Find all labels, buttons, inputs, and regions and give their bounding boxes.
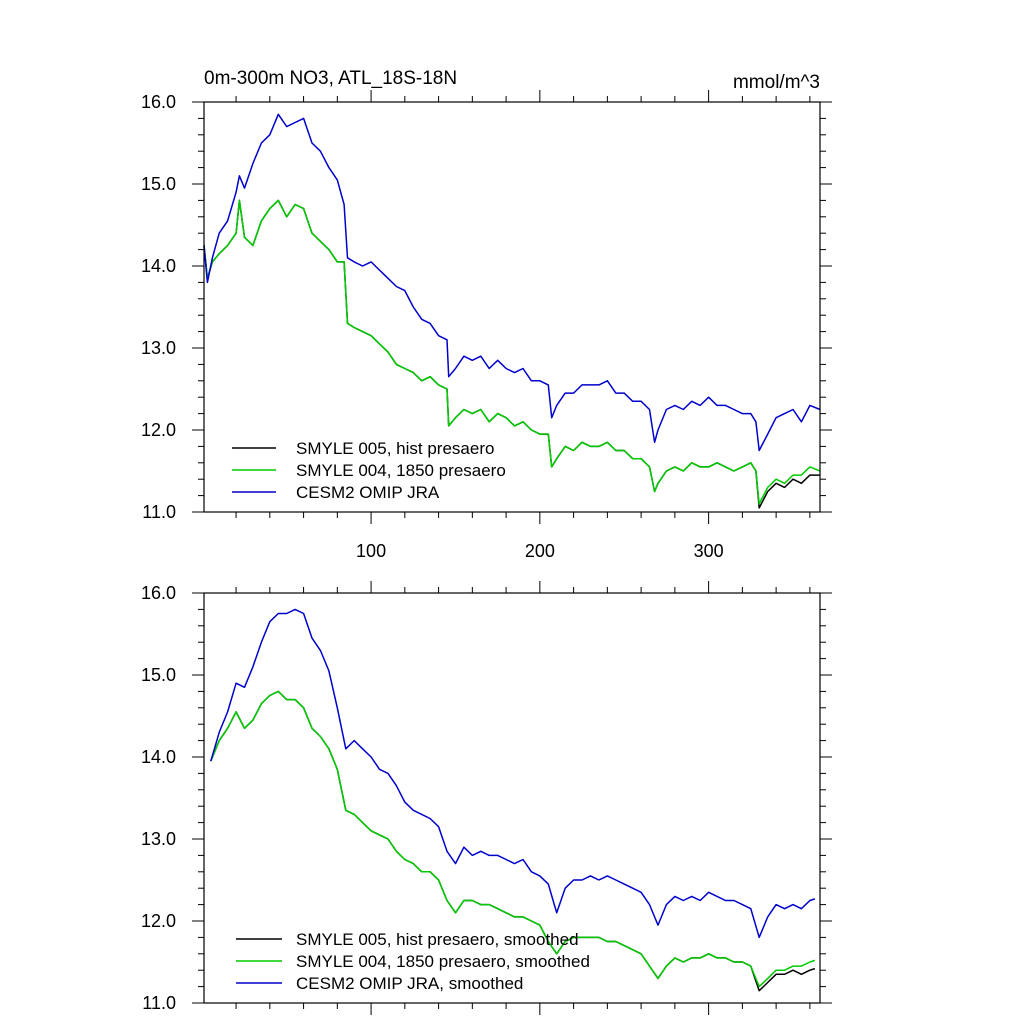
series-line-3 <box>210 608 816 939</box>
y-tick-label: 14.0 <box>141 747 176 767</box>
x-tick-label: 100 <box>356 541 386 561</box>
y-tick-label: 15.0 <box>141 174 176 194</box>
y-tick-label: 13.0 <box>141 829 176 849</box>
legend-label-3: CESM2 OMIP JRA, smoothed <box>296 974 523 993</box>
y-tick-label: 16.0 <box>141 92 176 112</box>
legend-label-3: CESM2 OMIP JRA <box>296 483 440 502</box>
series-line-3 <box>203 113 821 452</box>
y-tick-label: 14.0 <box>141 256 176 276</box>
series-line-2 <box>210 690 816 988</box>
y-tick-label: 12.0 <box>141 420 176 440</box>
y-tick-label: 11.0 <box>142 502 176 522</box>
series-line-2 <box>203 199 821 505</box>
top-panel: 11.0 12.0 13.0 14.0 15.0 16.0 100 200 300 SMYLE 0… <box>141 90 832 561</box>
y-tick-label: 15.0 <box>141 665 176 685</box>
bottom-panel: 11.0 12.0 13.0 14.0 15.0 16.0 SMYLE 005, hist … <box>141 581 832 1015</box>
plot-frame <box>203 592 821 1004</box>
x-tick-label: 200 <box>525 541 555 561</box>
legend-label-1: SMYLE 005, hist presaero, smoothed <box>296 930 579 949</box>
plot-frame <box>203 101 821 513</box>
y-tick-label: 11.0 <box>142 993 176 1013</box>
legend-label-2: SMYLE 004, 1850 presaero <box>296 461 506 480</box>
chart-title: 0m-300m NO3, ATL_18S-18N <box>204 68 457 89</box>
x-tick-label: 300 <box>694 541 724 561</box>
units-label: mmol/m^3 <box>733 72 820 93</box>
legend-label-1: SMYLE 005, hist presaero <box>296 439 494 458</box>
y-tick-label: 13.0 <box>141 338 176 358</box>
legend-label-2: SMYLE 004, 1850 presaero, smoothed <box>296 952 590 971</box>
y-tick-label: 12.0 <box>141 911 176 931</box>
y-tick-label: 16.0 <box>141 583 176 603</box>
